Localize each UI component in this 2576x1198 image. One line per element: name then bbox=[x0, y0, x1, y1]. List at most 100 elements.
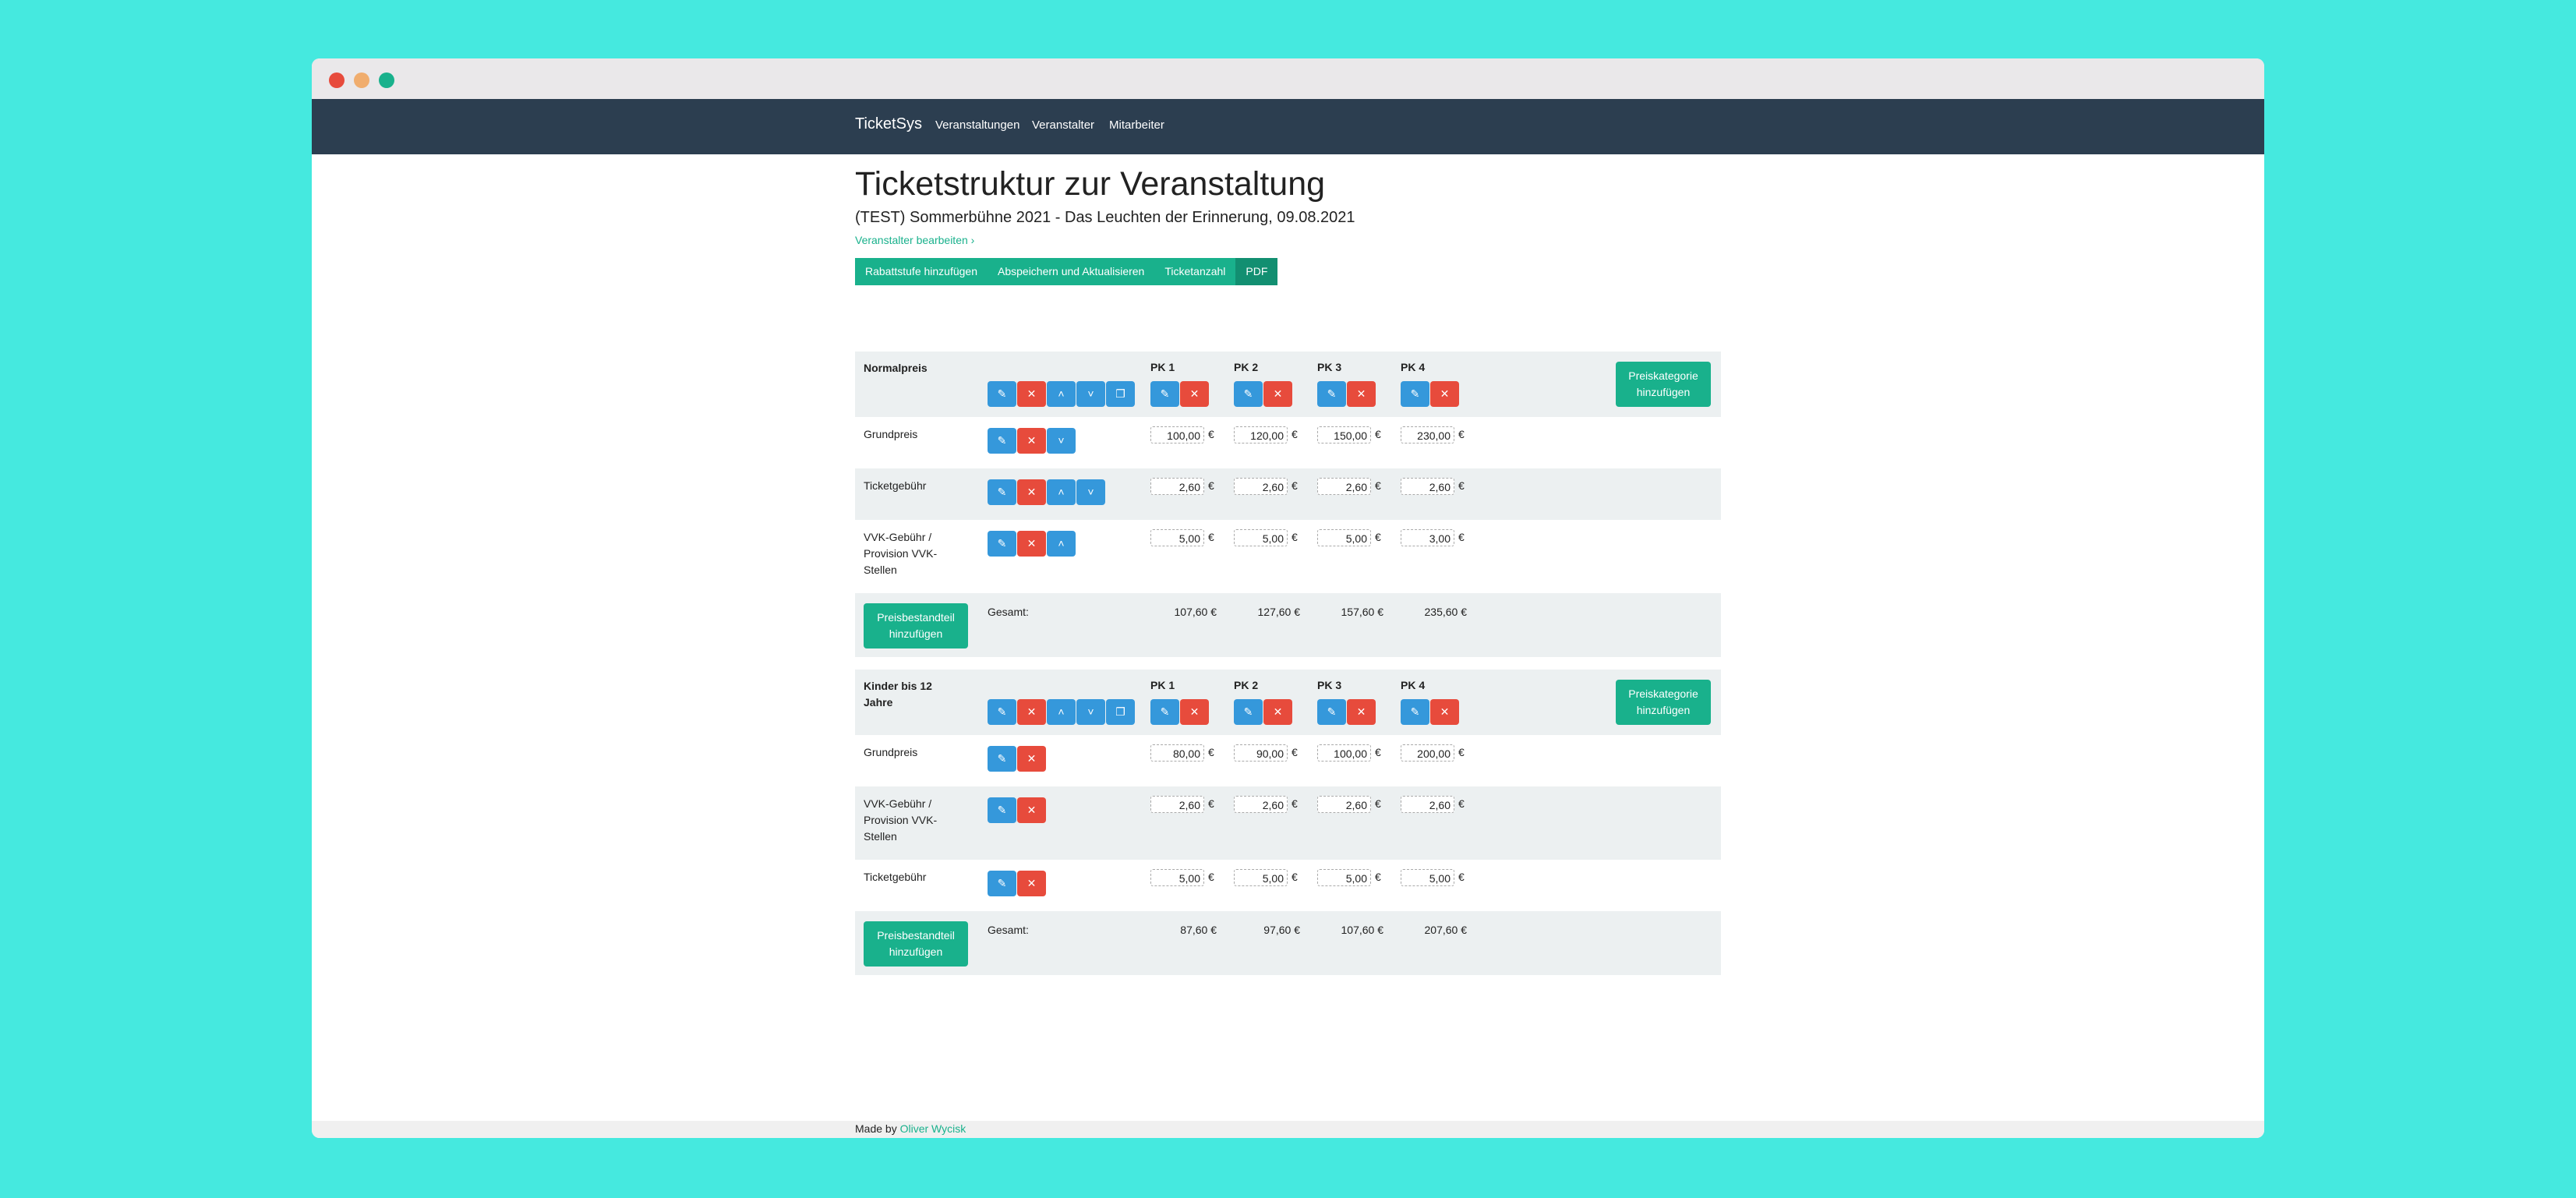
currency-symbol: € bbox=[1458, 531, 1465, 543]
price-input[interactable]: 2,60 bbox=[1401, 478, 1454, 495]
down-button[interactable]: ˅ bbox=[1076, 479, 1105, 505]
price-input[interactable]: 2,60 bbox=[1150, 478, 1204, 495]
price-input[interactable]: 100,00 bbox=[1317, 744, 1371, 762]
delete-button[interactable]: ✕ bbox=[1347, 699, 1376, 725]
pdf-button[interactable]: PDF bbox=[1235, 258, 1278, 285]
edit-button[interactable]: ✎ bbox=[1317, 381, 1346, 407]
price-input[interactable]: 2,60 bbox=[1234, 478, 1288, 495]
edit-button[interactable]: ✎ bbox=[1401, 699, 1429, 725]
price-component-row: Ticketgebühr ✎ ✕ ˄ ˅ 2,60 €2,60 €2,60 €2,60 € bbox=[855, 468, 1721, 520]
price-input[interactable]: 120,00 bbox=[1234, 426, 1288, 444]
down-button[interactable]: ˅ bbox=[1047, 428, 1076, 454]
trash-icon: ✕ bbox=[1027, 486, 1037, 498]
add-price-class-button[interactable]: Preiskategorie hinzufügen bbox=[1616, 680, 1711, 725]
nav-link-veranstalter[interactable]: Veranstalter bbox=[1032, 118, 1095, 132]
edit-icon: ✎ bbox=[1160, 705, 1170, 718]
price-input[interactable]: 90,00 bbox=[1234, 744, 1288, 762]
copy-button[interactable]: ❐ bbox=[1106, 699, 1135, 725]
up-button[interactable]: ˄ bbox=[1047, 479, 1076, 505]
delete-button[interactable]: ✕ bbox=[1017, 746, 1046, 772]
delete-button[interactable]: ✕ bbox=[1347, 381, 1376, 407]
component-label: Ticketgebühr bbox=[864, 871, 927, 883]
edit-organizer-link[interactable]: Veranstalter bearbeiten › bbox=[855, 234, 974, 246]
up-button[interactable]: ˄ bbox=[1047, 381, 1076, 407]
delete-button[interactable]: ✕ bbox=[1430, 381, 1459, 407]
close-window-button[interactable] bbox=[329, 72, 345, 88]
edit-button[interactable]: ✎ bbox=[1234, 381, 1263, 407]
up-button[interactable]: ˄ bbox=[1047, 699, 1076, 725]
edit-button[interactable]: ✎ bbox=[1234, 699, 1263, 725]
trash-icon: ✕ bbox=[1027, 387, 1037, 400]
edit-button[interactable]: ✎ bbox=[1150, 381, 1179, 407]
up-button[interactable]: ˄ bbox=[1047, 531, 1076, 557]
delete-button[interactable]: ✕ bbox=[1017, 531, 1046, 557]
edit-icon: ✎ bbox=[997, 387, 1007, 400]
delete-button[interactable]: ✕ bbox=[1017, 699, 1046, 725]
edit-button[interactable]: ✎ bbox=[988, 428, 1016, 454]
delete-button[interactable]: ✕ bbox=[1017, 428, 1046, 454]
edit-icon: ✎ bbox=[997, 434, 1007, 447]
edit-button[interactable]: ✎ bbox=[988, 871, 1016, 896]
add-price-component-button[interactable]: Preisbestandteil hinzufügen bbox=[864, 603, 968, 648]
price-input[interactable]: 80,00 bbox=[1150, 744, 1204, 762]
price-input[interactable]: 150,00 bbox=[1317, 426, 1371, 444]
edit-icon: ✎ bbox=[997, 752, 1007, 765]
price-input[interactable]: 230,00 bbox=[1401, 426, 1454, 444]
price-input[interactable]: 5,00 bbox=[1401, 869, 1454, 886]
delete-button[interactable]: ✕ bbox=[1017, 871, 1046, 896]
price-input[interactable]: 2,60 bbox=[1234, 796, 1288, 813]
price-input[interactable]: 100,00 bbox=[1150, 426, 1204, 444]
add-price-class-button[interactable]: Preiskategorie hinzufügen bbox=[1616, 362, 1711, 407]
edit-button[interactable]: ✎ bbox=[988, 381, 1016, 407]
edit-button[interactable]: ✎ bbox=[1317, 699, 1346, 725]
edit-button[interactable]: ✎ bbox=[988, 797, 1016, 823]
save-update-button[interactable]: Abspeichern und Aktualisieren bbox=[988, 258, 1155, 285]
delete-button[interactable]: ✕ bbox=[1017, 479, 1046, 505]
nav-link-veranstaltungen[interactable]: Veranstaltungen bbox=[935, 118, 1020, 132]
price-input[interactable]: 200,00 bbox=[1401, 744, 1454, 762]
footer-prefix: Made by bbox=[855, 1122, 897, 1135]
maximize-window-button[interactable] bbox=[379, 72, 394, 88]
minimize-window-button[interactable] bbox=[354, 72, 369, 88]
price-input[interactable]: 2,60 bbox=[1317, 796, 1371, 813]
edit-button[interactable]: ✎ bbox=[988, 479, 1016, 505]
author-link[interactable]: Oliver Wycisk bbox=[899, 1122, 966, 1135]
copy-icon: ❐ bbox=[1115, 387, 1125, 400]
copy-button[interactable]: ❐ bbox=[1106, 381, 1135, 407]
edit-button[interactable]: ✎ bbox=[988, 746, 1016, 772]
price-input[interactable]: 5,00 bbox=[1317, 529, 1371, 546]
price-input[interactable]: 5,00 bbox=[1234, 869, 1288, 886]
price-input[interactable]: 5,00 bbox=[1234, 529, 1288, 546]
delete-button[interactable]: ✕ bbox=[1263, 381, 1292, 407]
price-input[interactable]: 5,00 bbox=[1317, 869, 1371, 886]
delete-button[interactable]: ✕ bbox=[1180, 699, 1209, 725]
down-button[interactable]: ˅ bbox=[1076, 381, 1105, 407]
edit-button[interactable]: ✎ bbox=[988, 531, 1016, 557]
trash-icon: ✕ bbox=[1189, 705, 1200, 718]
edit-button[interactable]: ✎ bbox=[1401, 381, 1429, 407]
price-input[interactable]: 2,60 bbox=[1401, 796, 1454, 813]
delete-button[interactable]: ✕ bbox=[1017, 797, 1046, 823]
delete-button[interactable]: ✕ bbox=[1263, 699, 1292, 725]
add-discount-button[interactable]: Rabattstufe hinzufügen bbox=[855, 258, 988, 285]
price-input[interactable]: 5,00 bbox=[1150, 869, 1204, 886]
down-button[interactable]: ˅ bbox=[1076, 699, 1105, 725]
total-row: Preisbestandteil hinzufügen Gesamt: 107,60… bbox=[855, 593, 1721, 657]
currency-symbol: € bbox=[1375, 746, 1381, 758]
nav-link-mitarbeiter[interactable]: Mitarbeiter bbox=[1109, 118, 1164, 132]
price-input[interactable]: 3,00 bbox=[1401, 529, 1454, 546]
brand-logo[interactable]: TicketSys bbox=[855, 115, 922, 133]
delete-button[interactable]: ✕ bbox=[1180, 381, 1209, 407]
delete-button[interactable]: ✕ bbox=[1017, 381, 1046, 407]
price-input[interactable]: 2,60 bbox=[1317, 478, 1371, 495]
currency-symbol: € bbox=[1292, 746, 1298, 758]
edit-button[interactable]: ✎ bbox=[1150, 699, 1179, 725]
price-input[interactable]: 2,60 bbox=[1150, 796, 1204, 813]
delete-button[interactable]: ✕ bbox=[1430, 699, 1459, 725]
currency-symbol: € bbox=[1375, 428, 1381, 440]
trash-icon: ✕ bbox=[1027, 752, 1037, 765]
edit-button[interactable]: ✎ bbox=[988, 699, 1016, 725]
ticket-count-button[interactable]: Ticketanzahl bbox=[1154, 258, 1236, 285]
price-input[interactable]: 5,00 bbox=[1150, 529, 1204, 546]
add-price-component-button[interactable]: Preisbestandteil hinzufügen bbox=[864, 921, 968, 967]
